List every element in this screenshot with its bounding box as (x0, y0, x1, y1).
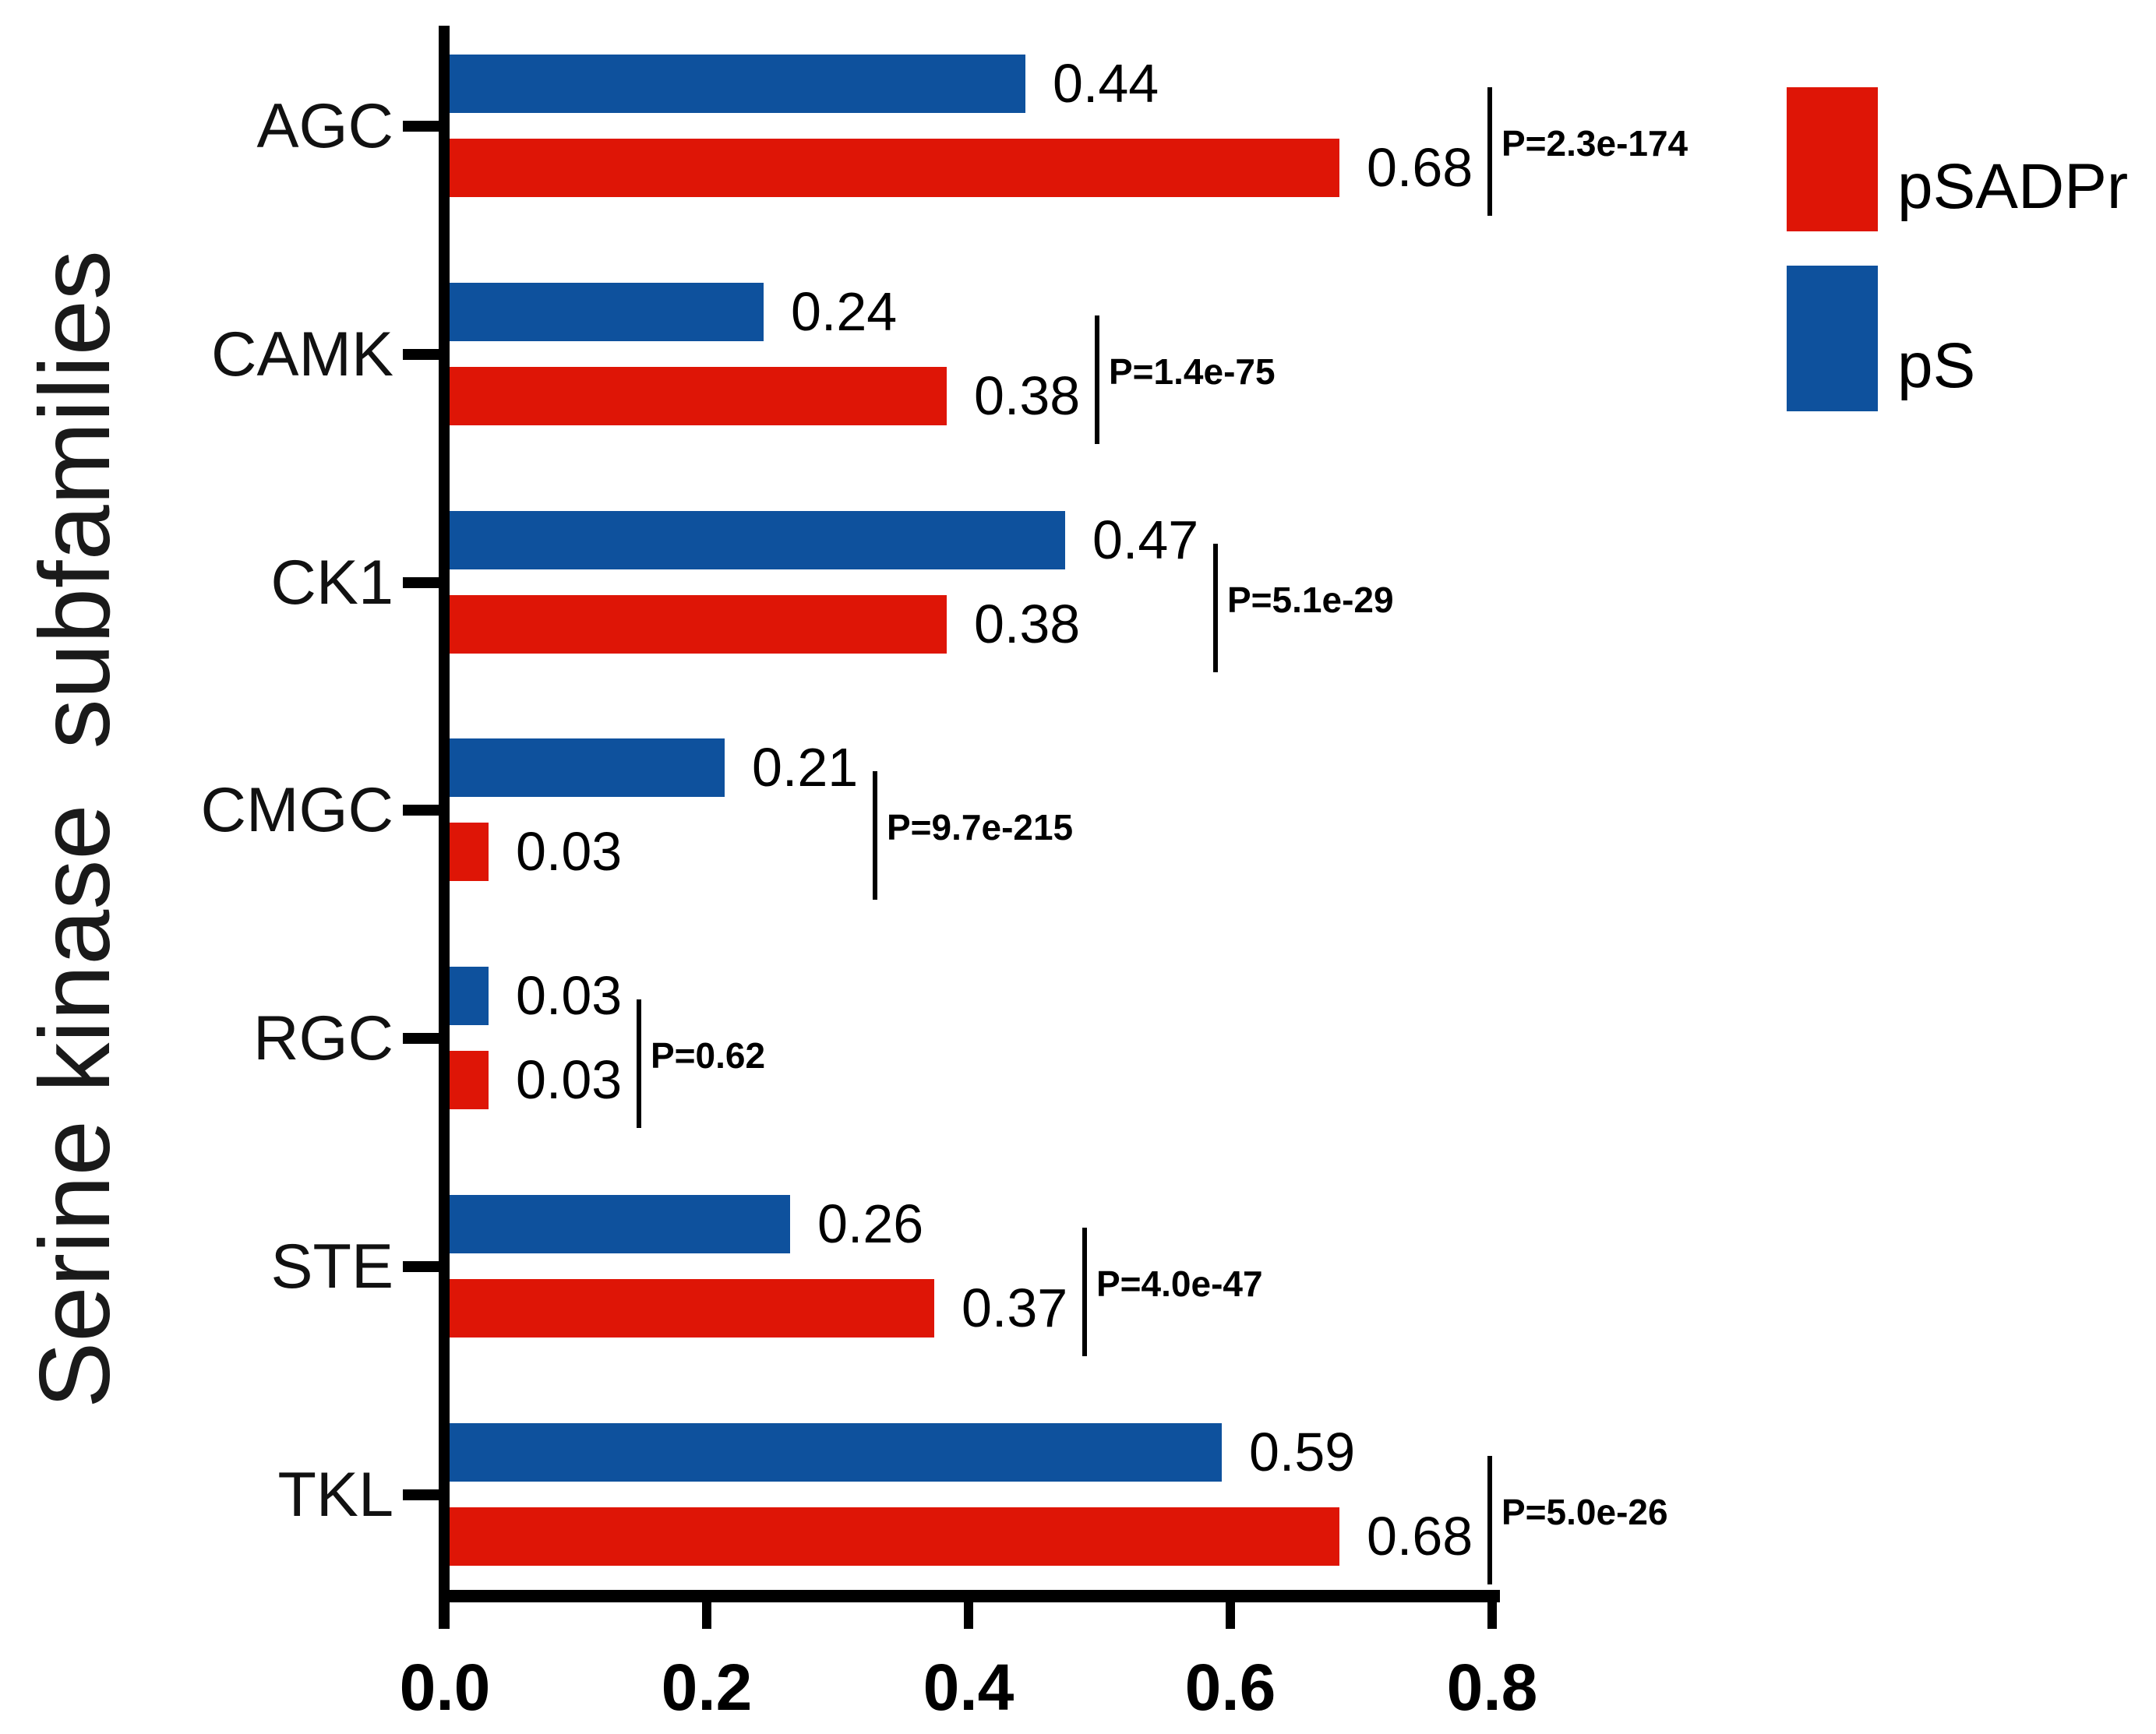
category-tick-mark (403, 805, 439, 816)
category-tick-mark (403, 1033, 439, 1044)
p-value-bracket (873, 771, 877, 900)
bar-pSADPr (450, 823, 489, 881)
p-value-label: P=4.0e-47 (1096, 1263, 1263, 1304)
bar-pS (450, 1195, 790, 1253)
category-label: CAMK (210, 319, 393, 389)
x-tick-label: 0.6 (1184, 1651, 1276, 1724)
x-tick (440, 1601, 450, 1629)
category-label: RGC (253, 1003, 393, 1073)
bar-value-label: 0.03 (516, 1049, 623, 1110)
bar-pSADPr (450, 1051, 489, 1109)
category-label: TKL (277, 1460, 393, 1530)
category-label: AGC (256, 91, 393, 161)
p-value-label: P=1.4e-75 (1109, 351, 1276, 392)
bar-pS (450, 55, 1025, 113)
p-value-label: P=2.3e-174 (1501, 123, 1688, 164)
p-value-label: P=5.1e-29 (1227, 580, 1394, 620)
x-tick-label: 0.4 (923, 1651, 1014, 1724)
category-label: CMGC (200, 775, 393, 845)
category-tick-mark (403, 349, 439, 360)
category-tick-mark (403, 577, 439, 588)
bar-value-label: 0.21 (752, 737, 859, 798)
p-value-bracket (1082, 1228, 1087, 1356)
bar-pSADPr (450, 595, 947, 654)
bar-pS (450, 967, 489, 1025)
bar-value-label: 0.03 (516, 965, 623, 1026)
bar-pSADPr (450, 139, 1339, 197)
x-tick-label: 0.0 (399, 1651, 491, 1724)
bar-value-label: 0.38 (974, 365, 1081, 426)
legend-label-pSADPr: pSADPr (1897, 151, 2129, 222)
x-tick-label: 0.8 (1446, 1651, 1538, 1724)
bar-value-label: 0.38 (974, 594, 1081, 654)
p-value-label: P=5.0e-26 (1501, 1492, 1668, 1532)
bar-pS (450, 511, 1065, 569)
p-value-bracket (1487, 87, 1492, 216)
x-axis (439, 1590, 1500, 1602)
bar-value-label: 0.44 (1053, 53, 1159, 114)
x-tick (1226, 1601, 1235, 1629)
bar-value-label: 0.68 (1367, 1506, 1473, 1567)
bar-pS (450, 738, 725, 797)
category-tick-mark (403, 1489, 439, 1500)
bar-value-label: 0.59 (1249, 1422, 1356, 1482)
legend-swatch-pSADPr (1787, 87, 1878, 231)
bar-pS (450, 1423, 1222, 1482)
bar-pSADPr (450, 367, 947, 425)
category-label: CK1 (270, 548, 393, 618)
p-value-bracket (1487, 1456, 1492, 1584)
bar-pS (450, 283, 764, 341)
bar-value-label: 0.26 (817, 1193, 924, 1254)
bar-value-label: 0.37 (962, 1278, 1068, 1338)
bar-pSADPr (450, 1279, 934, 1338)
category-tick-mark (403, 121, 439, 132)
x-tick (964, 1601, 973, 1629)
p-value-bracket (1213, 544, 1218, 672)
bar-pSADPr (450, 1507, 1339, 1566)
y-axis (439, 26, 450, 1629)
legend-label-pS: pS (1897, 330, 1976, 401)
legend-swatch-pS (1787, 266, 1878, 411)
p-value-label: P=0.62 (651, 1035, 766, 1076)
bar-value-label: 0.24 (791, 281, 898, 342)
p-value-label: P=9.7e-215 (887, 807, 1074, 848)
bar-value-label: 0.68 (1367, 137, 1473, 198)
x-tick (1487, 1601, 1497, 1629)
category-tick-mark (403, 1261, 439, 1272)
p-value-bracket (1095, 315, 1099, 444)
x-tick (702, 1601, 711, 1629)
x-tick-label: 0.2 (661, 1651, 753, 1724)
bar-value-label: 0.47 (1092, 509, 1199, 570)
bar-value-label: 0.03 (516, 821, 623, 882)
category-label: STE (270, 1232, 393, 1302)
p-value-bracket (637, 999, 641, 1128)
